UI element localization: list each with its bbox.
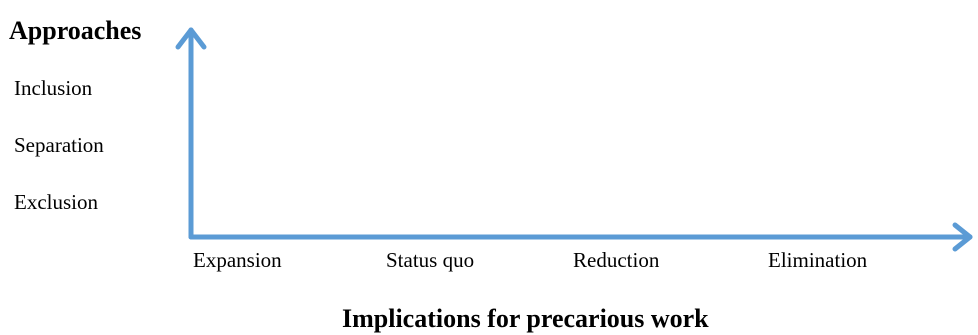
x-category-expansion: Expansion: [193, 248, 282, 272]
x-category-reduction: Reduction: [573, 248, 660, 272]
y-category-exclusion: Exclusion: [14, 190, 98, 214]
y-axis-title: Approaches: [9, 16, 142, 45]
y-category-inclusion: Inclusion: [14, 76, 93, 100]
x-category-status-quo: Status quo: [386, 248, 475, 272]
x-axis-arrowhead: [952, 222, 973, 252]
x-category-elimination: Elimination: [768, 248, 868, 272]
x-axis-title: Implications for precarious work: [342, 304, 709, 333]
y-category-separation: Separation: [14, 133, 104, 157]
y-axis-arrowhead: [175, 27, 207, 50]
